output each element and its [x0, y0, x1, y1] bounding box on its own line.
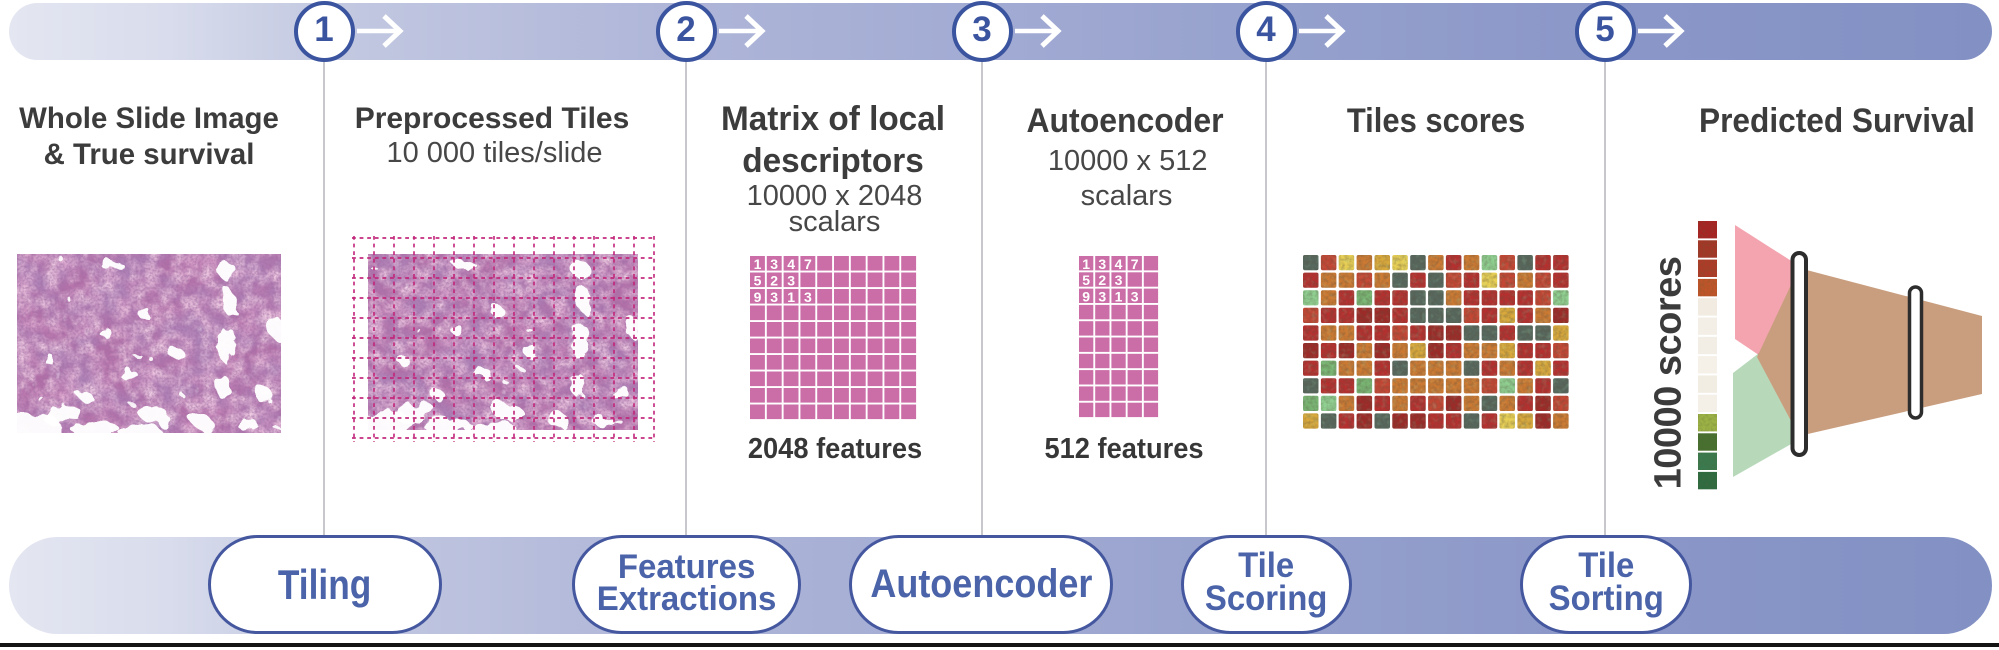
svg-text:2: 2 — [1098, 272, 1106, 288]
svg-text:2: 2 — [770, 272, 778, 288]
svg-text:9: 9 — [1082, 288, 1090, 304]
svg-text:3: 3 — [1131, 288, 1139, 304]
svg-text:9: 9 — [754, 289, 762, 305]
svg-text:3: 3 — [787, 272, 795, 288]
svg-text:3: 3 — [1098, 288, 1106, 304]
svg-text:1: 1 — [754, 256, 762, 272]
svg-text:5: 5 — [1082, 272, 1090, 288]
svg-text:1: 1 — [1115, 288, 1123, 304]
svg-text:3: 3 — [804, 289, 812, 305]
svg-text:7: 7 — [804, 256, 812, 272]
svg-text:3: 3 — [1098, 256, 1106, 272]
svg-text:4: 4 — [787, 256, 795, 272]
svg-text:5: 5 — [754, 272, 762, 288]
svg-text:4: 4 — [1115, 256, 1123, 272]
svg-text:7: 7 — [1131, 256, 1139, 272]
svg-text:1: 1 — [787, 289, 795, 305]
svg-text:3: 3 — [1115, 272, 1123, 288]
svg-text:3: 3 — [770, 256, 778, 272]
svg-text:1: 1 — [1082, 256, 1090, 272]
svg-text:3: 3 — [770, 289, 778, 305]
